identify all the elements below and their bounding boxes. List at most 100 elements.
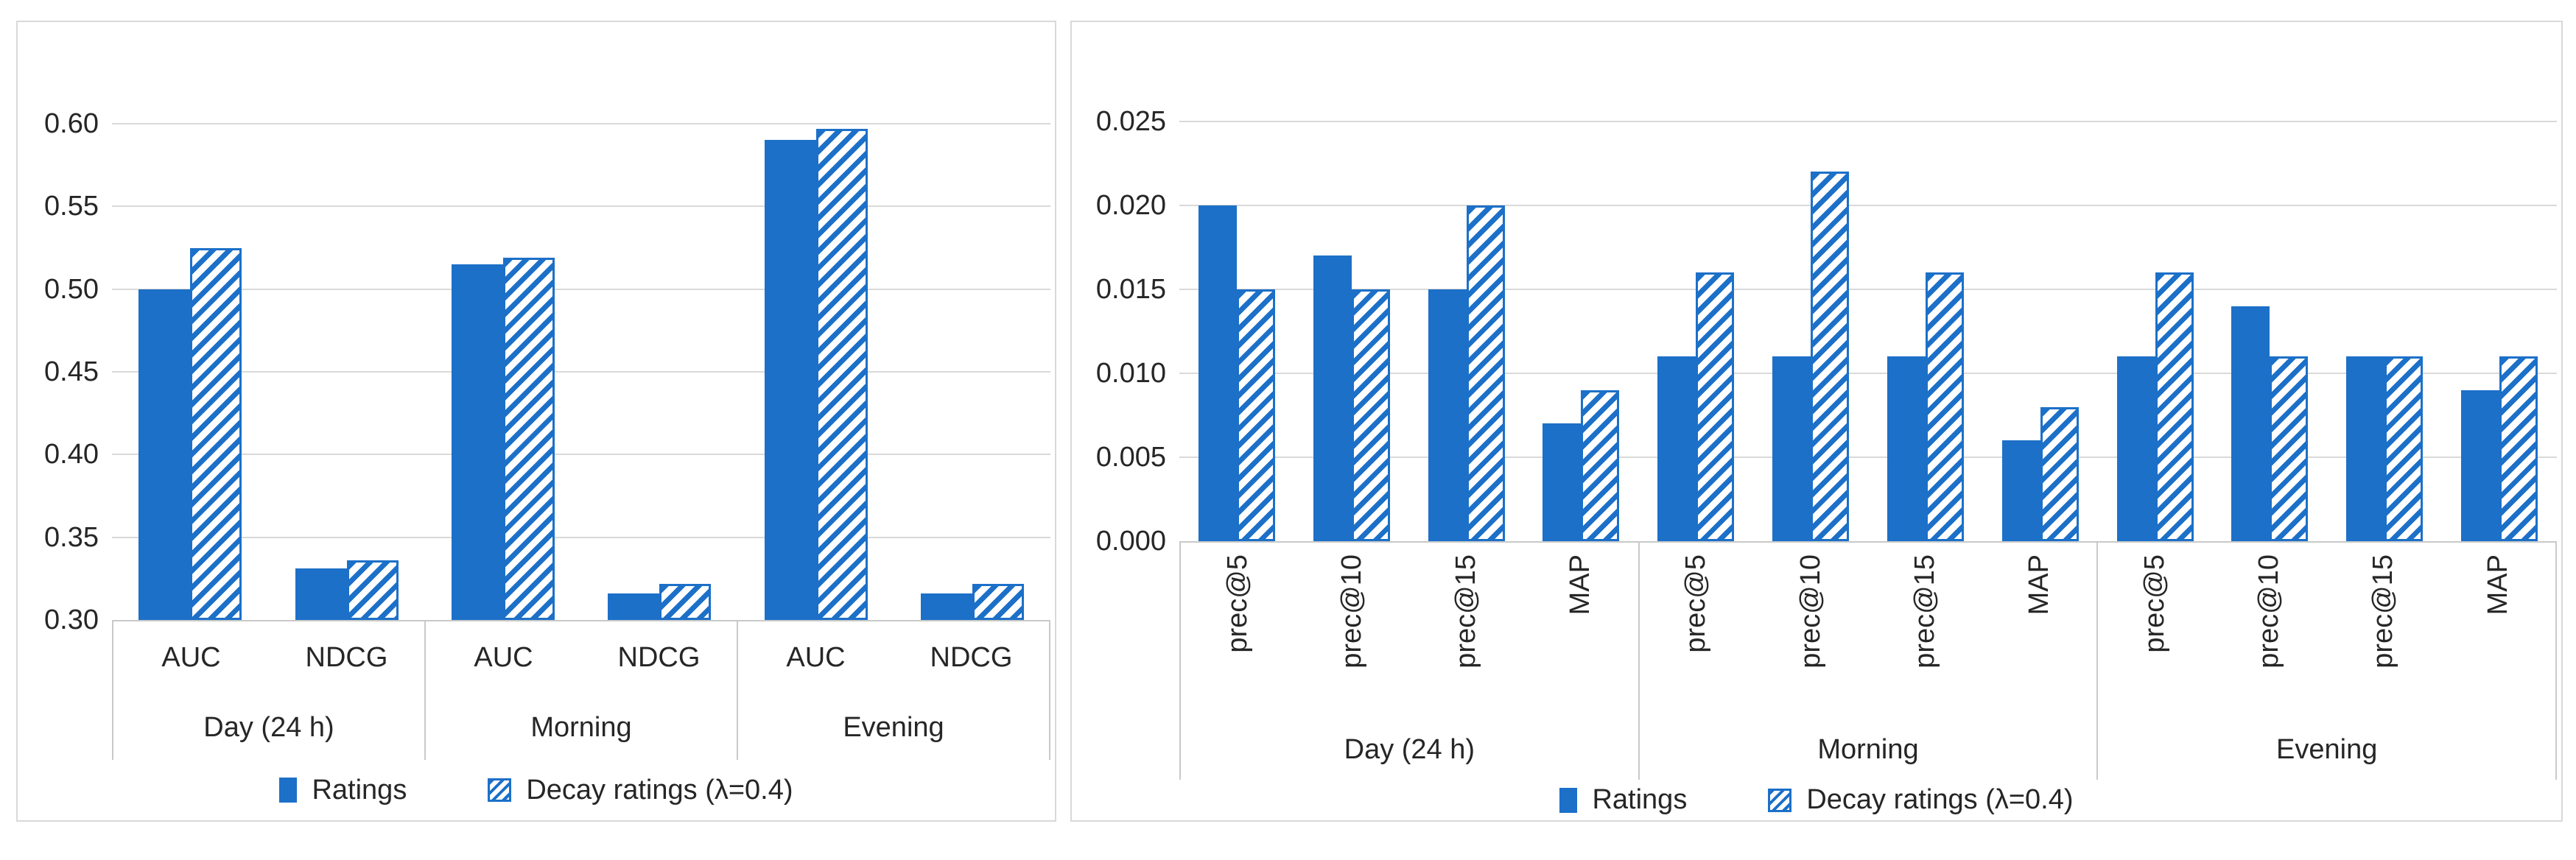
bar-cell-day-24-h-auc (112, 22, 268, 620)
bar-decay-ratings-0-4-day-24-h-prec-15 (1466, 205, 1505, 541)
category-label-ndcg: NDCG (269, 621, 424, 695)
ratings-swatch-icon (1559, 787, 1578, 813)
bar-decay-ratings-0-4-evening-prec-15 (2384, 356, 2424, 541)
category-label-map: MAP (1982, 543, 2096, 719)
auc-ndcg-chart-panel: 0.30 0.35 0.40 0.45 0.50 0.55 0.60 AUC NDCG Day … (16, 21, 1056, 822)
legend-label-ratings: Ratings (312, 774, 407, 806)
category-label-text: AUC (474, 642, 533, 674)
category-label-prec-10: prec@10 (2213, 543, 2327, 719)
bar-cell-morning-prec-10 (1753, 22, 1868, 541)
y-tick-label: 0.025 (1095, 106, 1166, 137)
bar-cell-day-24-h-prec-15 (1409, 22, 1524, 541)
y-axis-spacer (1076, 541, 1179, 780)
category-axis-table: prec@5 prec@10 prec@15 MAP Day (24 h) prec@5 p… (1179, 541, 2558, 780)
category-label-auc: AUC (738, 621, 894, 695)
bar-ratings-evening-prec-10 (2231, 306, 2270, 541)
y-tick-label: 0.000 (1095, 526, 1166, 557)
y-tick-label: 0.30 (44, 605, 99, 635)
bar-group-morning (1638, 22, 2097, 541)
category-labels: AUC NDCG (426, 621, 737, 695)
bar-ratings-day-24-h-prec-5 (1198, 205, 1237, 541)
gridline (1179, 373, 2557, 374)
gridline (112, 454, 1050, 456)
bar-cell-day-24-h-ndcg (268, 22, 424, 620)
bar-group-evening (737, 22, 1050, 620)
axis-group-evening: prec@5 prec@10 prec@15 MAP Evening (2096, 543, 2558, 780)
y-tick-label: 0.55 (44, 191, 99, 222)
bar-cell-evening-prec-5 (2098, 22, 2213, 541)
group-label-evening: Evening (843, 711, 944, 743)
category-label-prec-15: prec@15 (1409, 543, 1523, 719)
category-axis-row: AUC NDCG Day (24 h) AUC NDCG Morning AUC NDCG Ev… (22, 620, 1050, 760)
ratings-swatch-icon (279, 778, 298, 803)
bar-ratings-morning-ndcg (608, 593, 660, 620)
group-label-day-24-h: Day (24 h) (1344, 733, 1475, 765)
category-label-prec-5: prec@5 (1181, 543, 1295, 719)
bar-cell-day-24-h-map (1523, 22, 1638, 541)
y-tick-label: 0.40 (44, 439, 99, 470)
bar-decay-ratings-0-4-day-24-h-prec-5 (1236, 289, 1275, 541)
bar-decay-ratings-0-4-morning-ndcg (659, 583, 712, 620)
bar-cell-evening-prec-15 (2327, 22, 2442, 541)
category-labels: prec@5 prec@10 prec@15 MAP (1181, 543, 1638, 719)
y-tick-label: 0.020 (1095, 190, 1166, 221)
axis-group-morning: AUC NDCG Morning (424, 621, 737, 760)
plot-area (112, 22, 1050, 620)
category-label-text: MAP (1565, 554, 1596, 616)
category-label-text: prec@15 (2368, 554, 2399, 669)
category-label-auc: AUC (113, 621, 269, 695)
bar-cell-day-24-h-prec-10 (1294, 22, 1409, 541)
legend-item-ratings: Ratings (279, 775, 407, 806)
bar-decay-ratings-0-4-morning-prec-15 (1925, 272, 1964, 541)
bar-ratings-evening-auc (764, 140, 816, 620)
y-tick-label: 0.60 (44, 108, 99, 139)
bar-decay-ratings-0-4-day-24-h-map (1581, 390, 1620, 541)
bar-ratings-evening-map (2461, 390, 2500, 541)
bar-group-evening (2098, 22, 2557, 541)
legend-item-decay-ratings: Decay ratings (λ=0.4) (1768, 784, 2074, 816)
category-label-prec-10: prec@10 (1754, 543, 1868, 719)
gridline (1179, 121, 2557, 122)
legend-label-ratings: Ratings (1592, 784, 1688, 815)
legend: Ratings Decay ratings (λ=0.4) (22, 760, 1050, 820)
category-label-text: prec@10 (1336, 554, 1367, 669)
group-label-morning: Morning (530, 711, 632, 743)
bar-ratings-morning-auc (451, 264, 503, 620)
category-label-text: prec@15 (1909, 554, 1940, 669)
category-label-text: prec@5 (1680, 554, 1712, 653)
axis-group-day-24-h: AUC NDCG Day (24 h) (112, 621, 424, 760)
legend-item-decay-ratings: Decay ratings (λ=0.4) (488, 775, 793, 806)
plot-area (1179, 22, 2557, 541)
bar-ratings-evening-prec-5 (2116, 356, 2155, 541)
bar-decay-ratings-0-4-day-24-h-ndcg (346, 560, 399, 620)
bar-group-day-24-h (112, 22, 425, 620)
legend-item-ratings: Ratings (1559, 784, 1687, 816)
y-axis-spacer (22, 620, 112, 760)
category-label-text: prec@15 (1450, 554, 1482, 669)
bar-cell-day-24-h-prec-5 (1179, 22, 1294, 541)
bar-ratings-day-24-h-map (1543, 423, 1582, 541)
category-label-text: prec@10 (2253, 554, 2285, 669)
bar-groups (1179, 22, 2557, 541)
bar-groups (112, 22, 1050, 620)
category-label-text: MAP (2482, 554, 2513, 616)
group-label-evening: Evening (2276, 733, 2378, 765)
category-label-text: prec@5 (2139, 554, 2171, 653)
bar-cell-morning-map (1983, 22, 2098, 541)
category-label-text: NDCG (930, 642, 1013, 674)
axis-group-day-24-h: prec@5 prec@10 prec@15 MAP Day (24 h) (1179, 543, 1638, 780)
bar-ratings-morning-prec-5 (1657, 356, 1696, 541)
y-axis: 0.000 0.005 0.010 0.015 0.020 0.025 (1076, 22, 1179, 555)
bar-ratings-morning-map (2001, 440, 2040, 541)
bar-group-day-24-h (1179, 22, 1638, 541)
bar-decay-ratings-0-4-day-24-h-auc (190, 247, 242, 620)
bar-cell-evening-auc (737, 22, 894, 620)
y-tick-label: 0.005 (1095, 442, 1166, 473)
category-label-text: NDCG (305, 642, 388, 674)
category-label-text: NDCG (617, 642, 701, 674)
precision-map-chart-panel: 0.000 0.005 0.010 0.015 0.020 0.025 prec@5 pre… (1070, 21, 2563, 822)
plot-row: 0.000 0.005 0.010 0.015 0.020 0.025 (1076, 22, 2557, 555)
y-tick-label: 0.35 (44, 521, 99, 553)
bar-cell-morning-auc (425, 22, 581, 620)
